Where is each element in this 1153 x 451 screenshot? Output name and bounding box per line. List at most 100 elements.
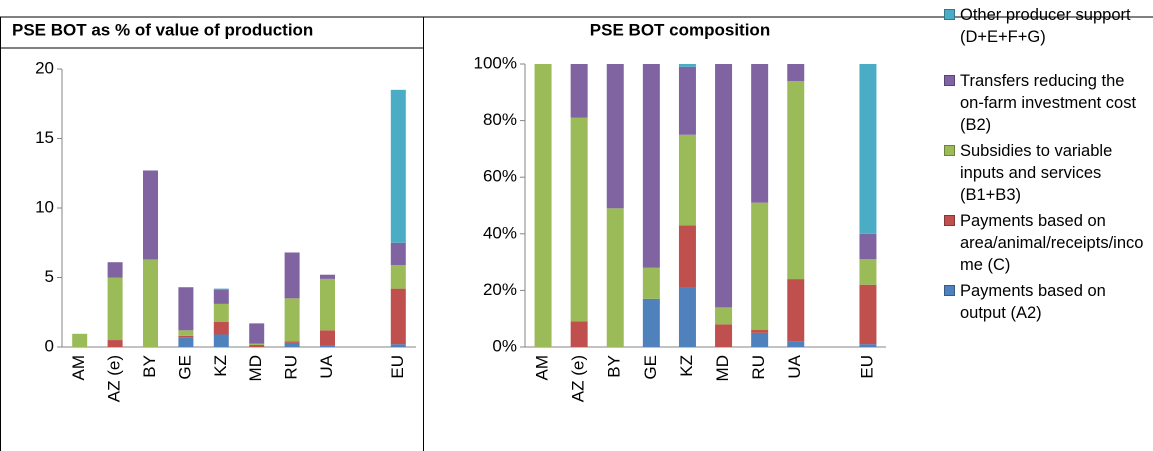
bar-segment <box>859 344 877 347</box>
bar-segment <box>715 307 733 325</box>
bar-segment <box>642 64 660 268</box>
y-tick-label: 15 <box>35 128 54 147</box>
bar-segment <box>678 64 696 67</box>
x-tick-label: EU <box>857 355 876 379</box>
bar-segment <box>715 64 733 308</box>
bar-segment <box>390 89 406 243</box>
bar-segment <box>570 117 588 322</box>
bar-segment <box>284 342 300 347</box>
chart-title: PSE BOT as % of value of production <box>12 20 313 39</box>
x-tick-label: RU <box>749 355 768 380</box>
bar-segment <box>213 290 229 304</box>
x-tick-label: AM <box>69 355 88 381</box>
bar-segment <box>284 341 300 343</box>
y-tick-label: 60% <box>483 167 517 186</box>
x-tick-label: KZ <box>677 355 696 377</box>
bar-segment <box>249 343 265 345</box>
y-tick-label: 10 <box>35 197 54 216</box>
bar-segment <box>787 64 805 81</box>
bar-segment <box>751 202 769 331</box>
bar-segment <box>249 344 265 347</box>
bar-segment <box>249 323 265 344</box>
legend-item: Other producer support (D+E+F+G) <box>944 4 1149 48</box>
legend-item: Payments based on area/animal/receipts/i… <box>944 210 1149 276</box>
bar-segment <box>213 334 229 347</box>
bar-segment <box>178 287 194 331</box>
bar-segment <box>178 335 194 338</box>
x-tick-label: GE <box>175 355 194 380</box>
chart-title: PSE BOT composition <box>590 20 770 39</box>
bar-segment <box>390 288 406 345</box>
bar-segment <box>787 279 805 342</box>
bar-segment <box>859 259 877 285</box>
bar-segment <box>284 252 300 299</box>
x-tick-label: MD <box>713 355 732 381</box>
bar-segment <box>178 330 194 336</box>
y-tick-label: 5 <box>45 267 54 286</box>
bar-segment <box>859 233 877 260</box>
legend-item: Transfers reducing the on-farm investmen… <box>944 70 1149 136</box>
legend: Other producer support (D+E+F+G) Transfer… <box>944 4 1149 324</box>
bar-segment <box>642 267 660 299</box>
legend-swatch <box>944 9 955 20</box>
bar-segment <box>213 288 229 291</box>
y-tick-label: 0% <box>492 336 517 355</box>
bar-segment <box>107 262 123 278</box>
legend-swatch <box>944 215 955 226</box>
x-tick-label: RU <box>282 355 301 380</box>
bar-segment <box>143 259 158 347</box>
bar-segment <box>570 64 588 118</box>
bar-segment <box>642 298 660 347</box>
bar-segment <box>859 284 877 345</box>
y-tick-label: 20% <box>483 280 517 299</box>
bar-segment <box>143 170 158 260</box>
x-tick-label: BY <box>605 355 624 378</box>
x-tick-label: UA <box>317 354 336 378</box>
bar-segment <box>320 278 335 331</box>
y-tick-label: 100% <box>474 53 517 72</box>
y-tick-label: 20 <box>35 58 54 77</box>
legend-label: Payments based on area/animal/receipts/i… <box>960 212 1144 274</box>
bar-segment <box>678 66 696 135</box>
bar-segment <box>678 225 696 288</box>
y-tick-label: 80% <box>483 110 517 129</box>
bar-segment <box>751 64 769 203</box>
bar-segment <box>606 64 624 209</box>
y-tick-label: 40% <box>483 223 517 242</box>
bar-segment <box>606 208 624 347</box>
legend-item: Subsidies to variable inputs and service… <box>944 140 1149 206</box>
bar-segment <box>320 330 335 346</box>
bar-segment <box>787 341 805 347</box>
legend-item: Payments based on output (A2) <box>944 280 1149 324</box>
x-tick-label: AZ (e) <box>569 355 588 402</box>
bar-segment <box>320 274 335 279</box>
x-tick-label: GE <box>641 355 660 380</box>
legend-label: Payments based on output (A2) <box>960 282 1106 322</box>
y-tick-label: 0 <box>45 336 54 355</box>
legend-label: Other producer support (D+E+F+G) <box>960 6 1131 46</box>
bar-segment <box>390 264 406 289</box>
bar-segment <box>751 332 769 347</box>
legend-swatch <box>944 285 955 296</box>
bar-segment <box>178 337 194 347</box>
bar-segment <box>787 80 805 280</box>
legend-swatch <box>944 75 955 86</box>
bar-segment <box>72 333 88 347</box>
x-tick-label: UA <box>785 354 804 378</box>
bar-segment <box>213 303 229 322</box>
legend-swatch <box>944 145 955 156</box>
bar-segment <box>107 277 123 341</box>
bar-segment <box>390 344 406 347</box>
x-tick-label: EU <box>388 355 407 379</box>
bar-segment <box>678 134 696 226</box>
bar-segment <box>320 345 335 347</box>
bar-segment <box>390 242 406 265</box>
bar-segment <box>859 64 877 234</box>
bar-segment <box>751 330 769 333</box>
x-tick-label: AM <box>533 355 552 381</box>
bar-segment <box>715 324 733 347</box>
x-tick-label: AZ (e) <box>105 355 124 402</box>
legend-label: Subsidies to variable inputs and service… <box>960 142 1113 204</box>
